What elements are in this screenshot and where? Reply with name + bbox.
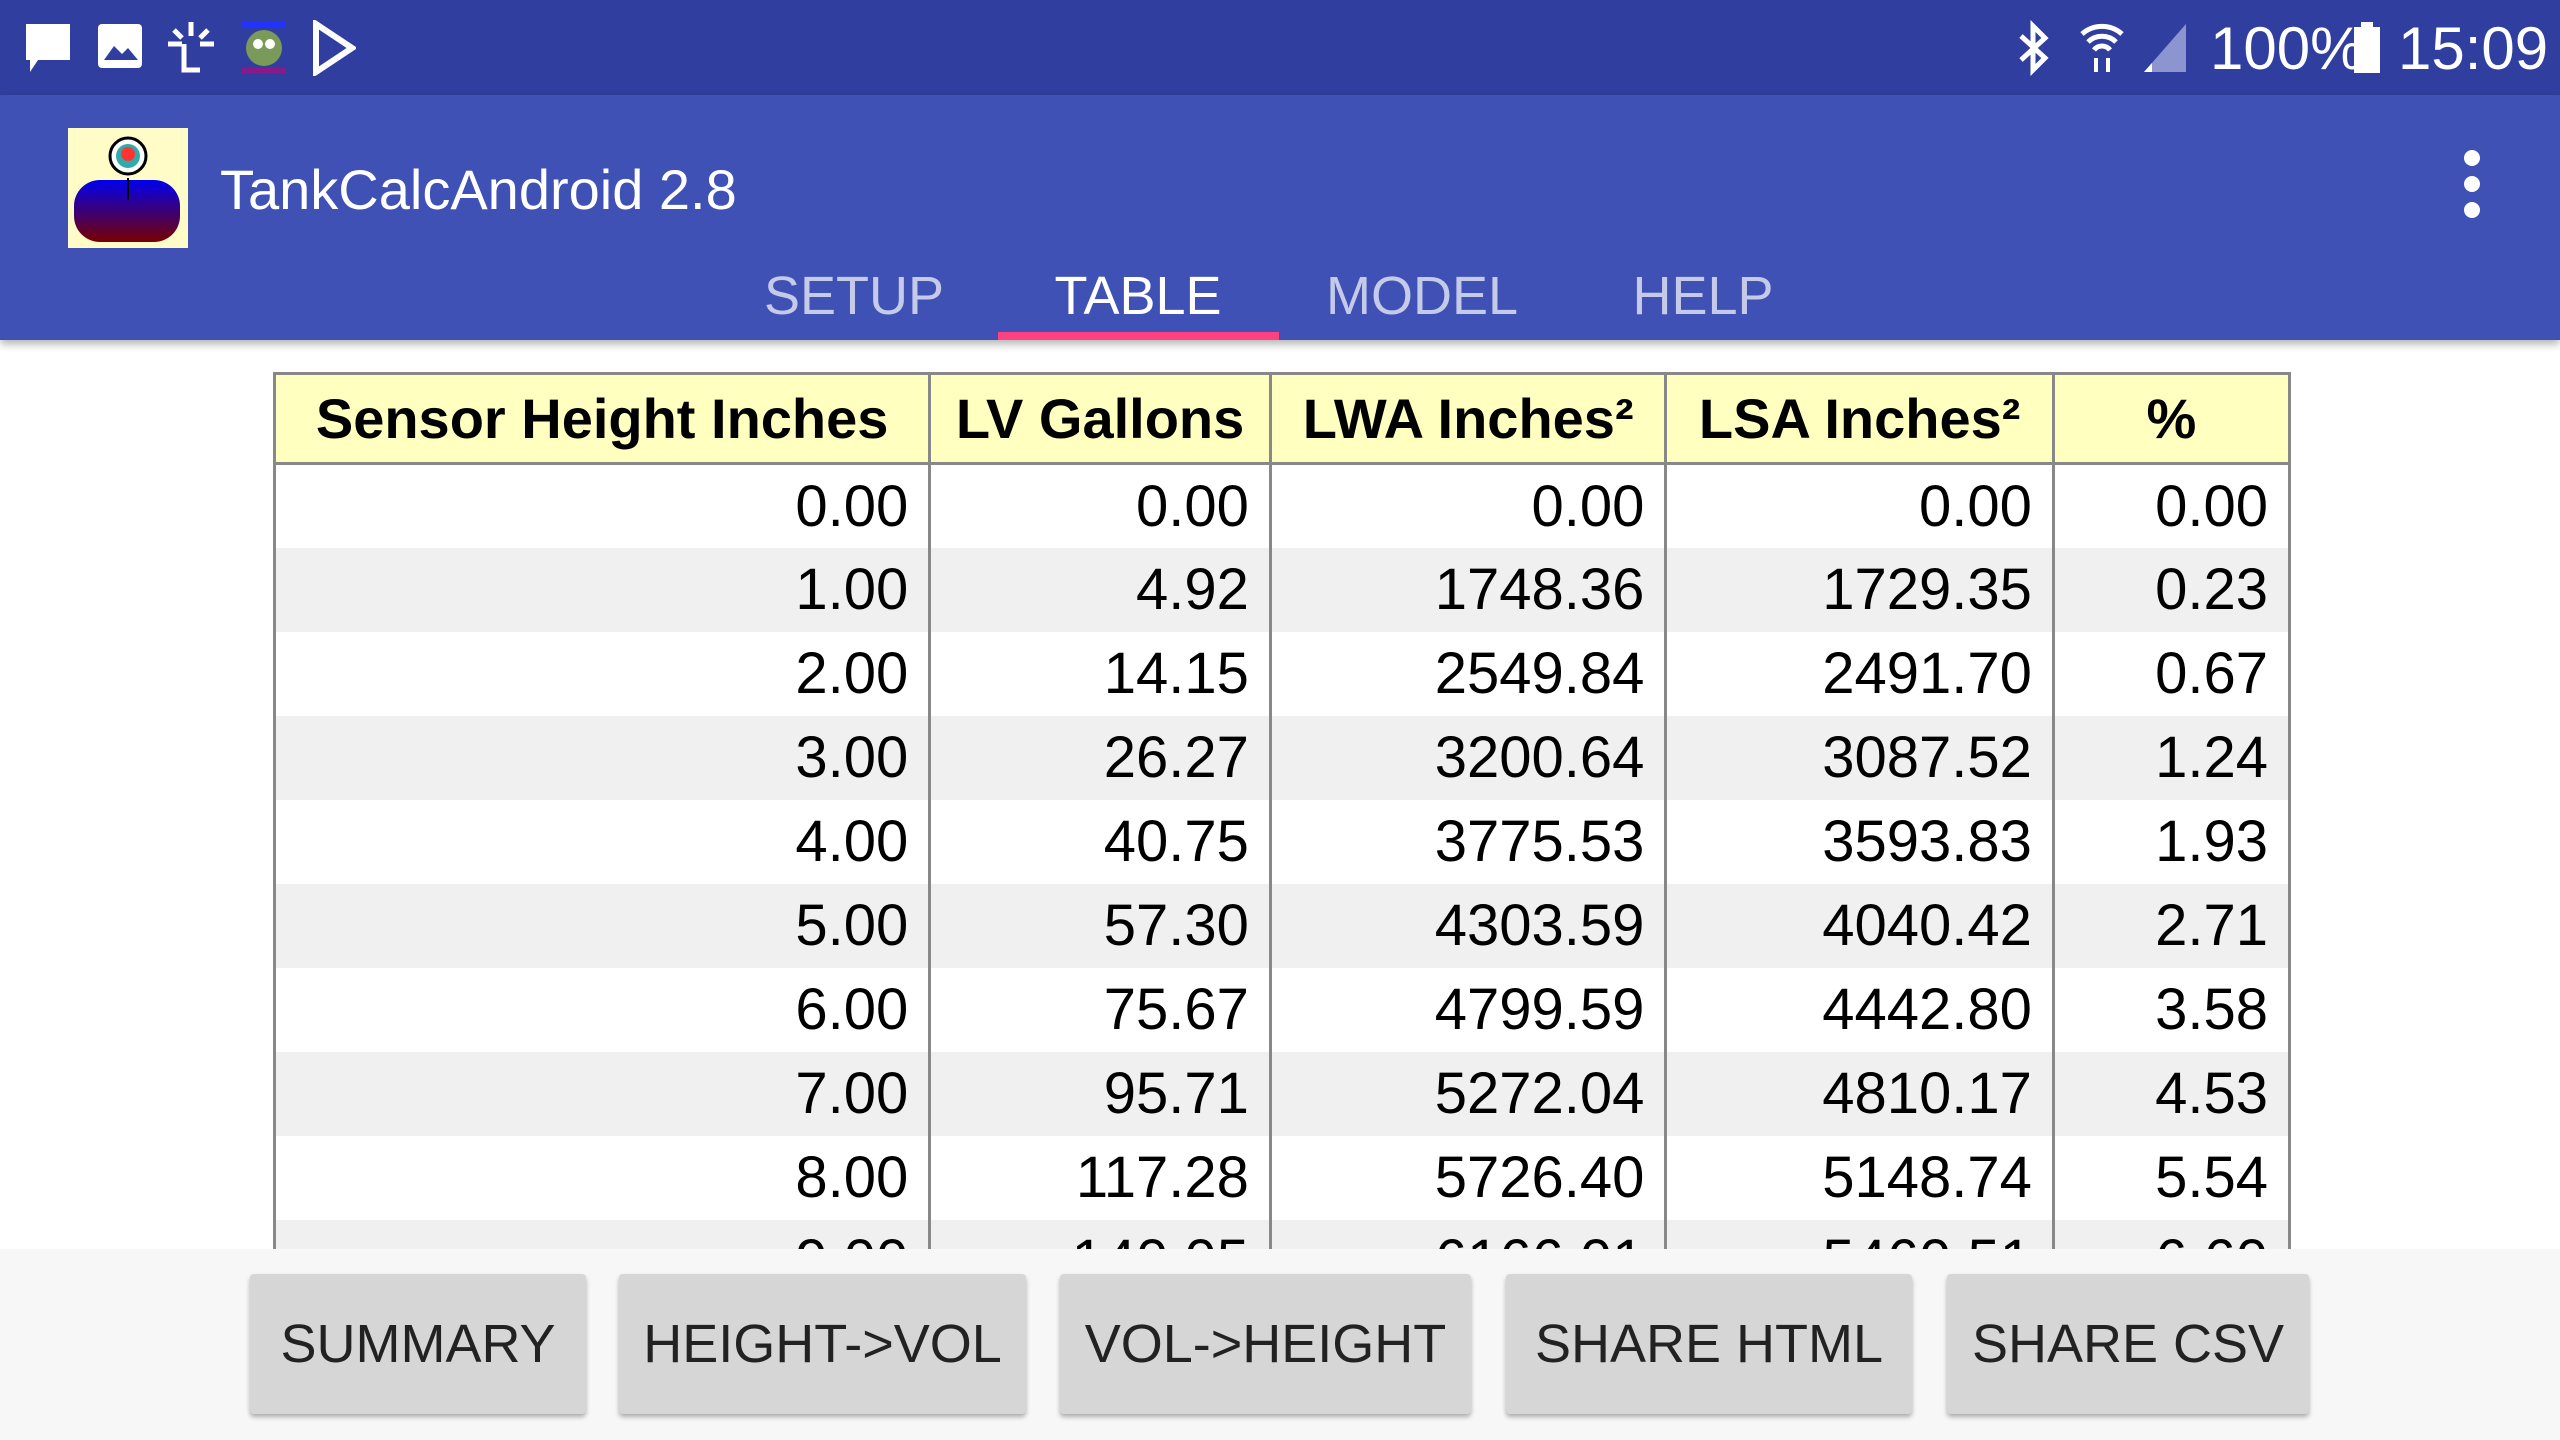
- status-bar: 100% 15:09: [0, 0, 2560, 95]
- column-header: LWA Inches²: [1268, 373, 1668, 465]
- table-cell: 4303.59: [1268, 883, 1668, 968]
- table-cell: 0.00: [2051, 463, 2292, 548]
- signal-icon: [2144, 24, 2186, 72]
- table-header: Sensor Height Inches LV Gallons LWA Inches…: [273, 373, 2292, 465]
- table-cell: 6166.01: [1268, 1219, 1668, 1249]
- table-cell: 40.75: [928, 799, 1272, 884]
- table-cell: 95.71: [928, 1051, 1272, 1136]
- tab-help[interactable]: HELP: [1632, 266, 1774, 326]
- table-cell: 0.00: [1268, 463, 1668, 548]
- table-cell: 5148.74: [1664, 1135, 2055, 1220]
- table-cell: 2549.84: [1268, 631, 1668, 716]
- table-cell: 5.00: [273, 883, 932, 968]
- share-csv-button[interactable]: SHARE CSV: [1947, 1274, 2309, 1414]
- table-cell: 14.15: [928, 631, 1272, 716]
- column-header: %: [2051, 373, 2292, 465]
- table-row: 6.00 75.67 4799.59 4442.80 3.58: [273, 967, 2292, 1052]
- table-cell: 8.00: [273, 1135, 932, 1220]
- table-cell: 5726.40: [1268, 1135, 1668, 1220]
- active-tab-indicator: [998, 332, 1279, 340]
- wifi-icon: [2080, 23, 2124, 72]
- table-cell: 1748.36: [1268, 547, 1668, 632]
- table-cell: 5460.51: [1664, 1219, 2055, 1249]
- table-row: 7.00 95.71 5272.04 4810.17 4.53: [273, 1051, 2292, 1136]
- table-cell: 3593.83: [1664, 799, 2055, 884]
- tab-model[interactable]: MODEL: [1325, 266, 1519, 326]
- table-cell: 3775.53: [1268, 799, 1668, 884]
- table-cell: 140.05: [928, 1219, 1272, 1249]
- bottom-button-bar: SUMMARY HEIGHT->VOL VOL->HEIGHT SHARE HT…: [0, 1249, 2560, 1440]
- app-bar: TankCalcAndroid 2.8 SETUP TABLE MODEL HE…: [0, 95, 2560, 340]
- table-cell: 4.00: [273, 799, 932, 884]
- battery-icon: [2354, 22, 2380, 73]
- clock: 15:09: [2398, 15, 2549, 82]
- table-cell: 4442.80: [1664, 967, 2055, 1052]
- table-cell: 6.00: [273, 967, 932, 1052]
- table-cell: 4.53: [2051, 1051, 2292, 1136]
- table-cell: 2.00: [273, 631, 932, 716]
- table-row: 9.00140.056166.015460.516.60: [273, 1219, 2292, 1249]
- table-row: 5.00 57.30 4303.59 4040.42 2.71: [273, 883, 2292, 968]
- table-row: 0.00 0.00 0.00 0.00 0.00: [273, 463, 2292, 548]
- tab-setup[interactable]: SETUP: [763, 266, 945, 326]
- table-cell: 4810.17: [1664, 1051, 2055, 1136]
- summary-button[interactable]: SUMMARY: [250, 1274, 586, 1414]
- table-cell: 3200.64: [1268, 715, 1668, 800]
- table-cell: 5272.04: [1268, 1051, 1668, 1136]
- sparkle-icon: [168, 22, 214, 73]
- tab-table[interactable]: TABLE: [1054, 266, 1222, 326]
- table-row: 2.00 14.15 2549.84 2491.70 0.67: [273, 631, 2292, 716]
- app-title: TankCalcAndroid 2.8: [220, 158, 737, 221]
- app-logo: [68, 128, 188, 248]
- table-row: 4.00 40.75 3775.53 3593.83 1.93: [273, 799, 2292, 884]
- table-cell: 4.92: [928, 547, 1272, 632]
- share-html-button[interactable]: SHARE HTML: [1506, 1274, 1912, 1414]
- table-cell: 0.67: [2051, 631, 2292, 716]
- image-icon: [98, 24, 142, 68]
- table-cell: 4040.42: [1664, 883, 2055, 968]
- table-cell: 1.00: [273, 547, 932, 632]
- column-header: Sensor Height Inches: [273, 373, 932, 465]
- height-to-vol-button[interactable]: HEIGHT->VOL: [619, 1274, 1026, 1414]
- table-cell: 3.00: [273, 715, 932, 800]
- table-cell: 1729.35: [1664, 547, 2055, 632]
- table-cell: 2491.70: [1664, 631, 2055, 716]
- table-cell: 26.27: [928, 715, 1272, 800]
- play-store-icon: [313, 20, 356, 76]
- vol-to-height-button[interactable]: VOL->HEIGHT: [1060, 1274, 1471, 1414]
- table-row: 8.00 117.28 5726.40 5148.74 5.54: [273, 1135, 2292, 1220]
- battery-percent: 100%: [2210, 15, 2364, 82]
- table-cell: 3.58: [2051, 967, 2292, 1052]
- table-cell: 0.00: [273, 463, 932, 548]
- column-header: LSA Inches²: [1664, 373, 2055, 465]
- table-row: 1.00 4.92 1748.36 1729.35 0.23: [273, 547, 2292, 632]
- table-cell: 75.67: [928, 967, 1272, 1052]
- overflow-menu-button[interactable]: [2455, 150, 2489, 230]
- app-face-icon: [242, 22, 286, 73]
- column-header: LV Gallons: [928, 373, 1272, 465]
- table-cell: 9.00: [273, 1219, 932, 1249]
- table-cell: 7.00: [273, 1051, 932, 1136]
- table-cell: 0.00: [928, 463, 1272, 548]
- table-cell: 4799.59: [1268, 967, 1668, 1052]
- table-cell: 0.23: [2051, 547, 2292, 632]
- table-cell: 0.00: [1664, 463, 2055, 548]
- table-cell: 3087.52: [1664, 715, 2055, 800]
- table-cell: 6.60: [2051, 1219, 2292, 1249]
- table-cell: 1.24: [2051, 715, 2292, 800]
- table-row: 3.00 26.27 3200.64 3087.52 1.24: [273, 715, 2292, 800]
- table-cell: 2.71: [2051, 883, 2292, 968]
- table-cell: 117.28: [928, 1135, 1272, 1220]
- message-icon: [26, 24, 70, 72]
- table-cell: 57.30: [928, 883, 1272, 968]
- table-cell: 1.93: [2051, 799, 2292, 884]
- tank-table[interactable]: Sensor Height Inches LV Gallons LWA Inches…: [273, 372, 2293, 1249]
- table-cell: 5.54: [2051, 1135, 2292, 1220]
- bluetooth-icon: [2019, 20, 2049, 76]
